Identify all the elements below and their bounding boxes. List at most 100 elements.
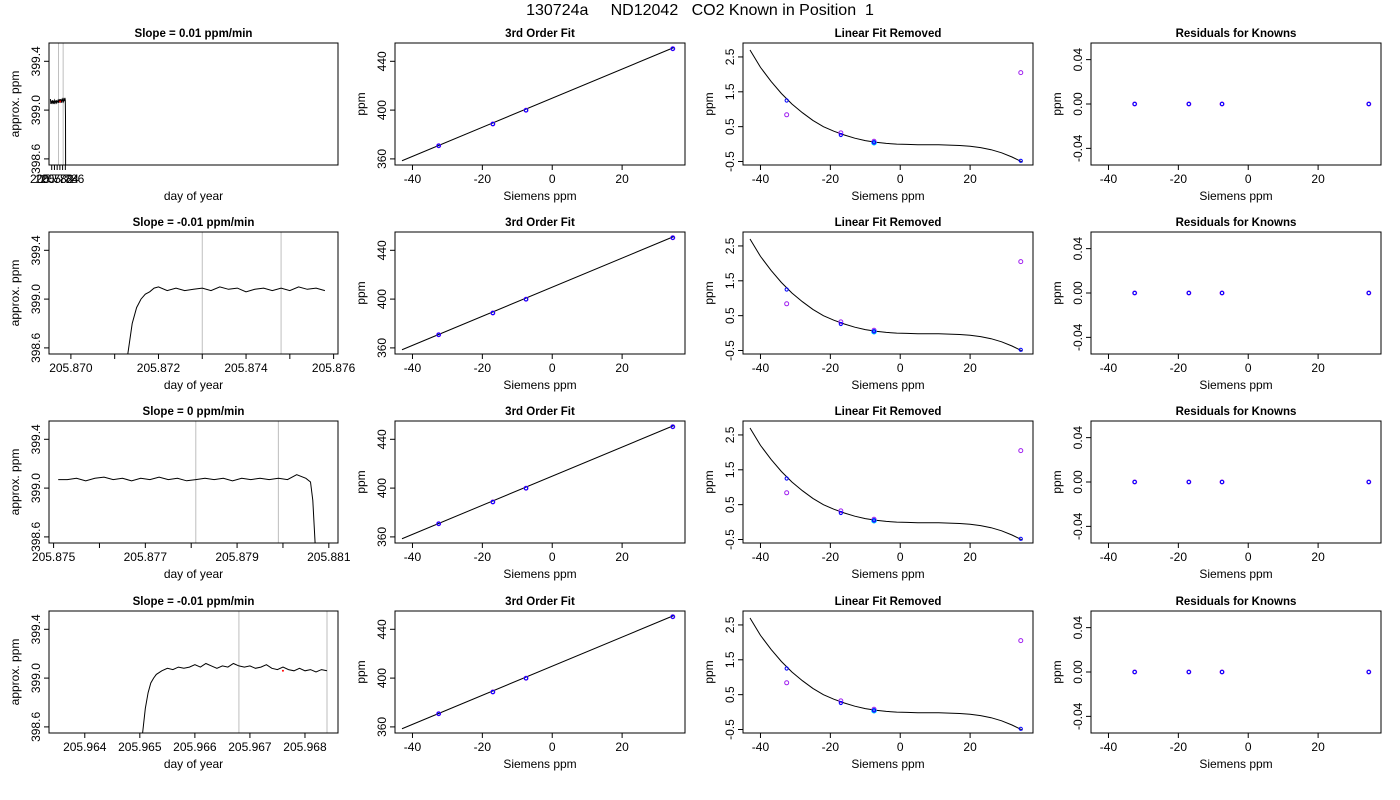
y-tick-label: 0.5 [723, 496, 737, 513]
y-tick-label: 1.5 [723, 651, 737, 668]
known-point [838, 321, 843, 327]
panel-fit-row-0: 3rd Order Fit -40 -20 0 20 360 400 440 Siemens p… [354, 28, 686, 203]
panel-fit-row-1: 3rd Order Fit -40 -20 0 20 360 400 440 Siemens p… [354, 217, 686, 392]
plot-area [58, 421, 316, 543]
y-tick-label: -0.04 [1071, 512, 1085, 540]
y-axis-label: ppm [702, 92, 716, 115]
plot-frame [48, 420, 339, 544]
y-tick-label: 2.5 [723, 48, 737, 65]
reference-point [838, 319, 844, 325]
fit-line [401, 614, 675, 730]
y-tick-label: 0.04 [1071, 237, 1085, 261]
x-axis-label: Siemens ppm [851, 757, 924, 771]
x-tick-label: 0 [1245, 550, 1252, 564]
panel-fit-row-2: 3rd Order Fit -40 -20 0 20 360 400 440 Siemens p… [354, 406, 686, 581]
y-tick-label: 0.5 [723, 118, 737, 135]
known-point [490, 121, 495, 127]
panel-title: Linear Fit Removed [835, 28, 942, 40]
x-tick-label: 0 [1245, 172, 1252, 186]
y-tick-label: 399.0 [29, 663, 43, 693]
reference-point [1018, 259, 1024, 265]
x-tick-label: 0 [897, 361, 904, 375]
x-tick-label: -20 [1170, 550, 1188, 564]
data-trace [127, 286, 326, 354]
known-point [436, 521, 441, 526]
y-tick-label: 2.5 [723, 237, 737, 254]
y-tick-label: 398.6 [29, 712, 43, 742]
known-point [523, 297, 529, 302]
plot-area [749, 617, 1024, 731]
y-tick-label: -0.5 [723, 340, 737, 361]
panel-time-row-0: Slope = 0.01 ppm/min 205.782205.784205.78… [8, 28, 339, 203]
plot-area [127, 232, 326, 354]
known-point [436, 143, 441, 148]
known-point [523, 676, 529, 681]
x-axis-label: Siemens ppm [1199, 757, 1272, 771]
y-tick-label: 0.5 [723, 307, 737, 324]
x-tick-label: -20 [822, 550, 840, 564]
known-point [1132, 101, 1137, 107]
x-tick-label: 20 [1311, 550, 1325, 564]
y-axis-label: ppm [702, 281, 716, 304]
y-tick-label: -0.5 [723, 719, 737, 740]
panel-title: Linear Fit Removed [835, 217, 942, 229]
plot-frame [742, 231, 1034, 355]
fit-curve [749, 49, 1023, 163]
x-tick-label: -40 [1100, 361, 1118, 375]
plot-area [49, 43, 67, 165]
x-tick-label: -20 [1170, 361, 1188, 375]
data-trace [49, 97, 67, 165]
reference-point [871, 327, 877, 333]
known-point [1219, 669, 1225, 675]
known-point [871, 329, 877, 334]
known-point [871, 708, 877, 713]
x-axis-label: day of year [164, 189, 223, 203]
plot-frame [394, 231, 686, 355]
x-axis-label: Siemens ppm [503, 567, 576, 581]
y-tick-label: -0.5 [723, 529, 737, 550]
reference-point [871, 706, 877, 712]
y-axis-label: ppm [354, 92, 368, 115]
y-tick-label: 440 [375, 619, 389, 639]
panel-residuals-row-0: Residuals for Knowns -40 -20 0 20 -0.04 0.00 0.… [1050, 28, 1382, 203]
y-tick-label: 399.4 [29, 235, 43, 265]
plot-area [1132, 479, 1372, 485]
y-tick-label: 398.6 [29, 333, 43, 363]
panel-title: Residuals for Knowns [1176, 406, 1297, 418]
plot-area [401, 46, 676, 162]
plot-frame [48, 42, 339, 166]
x-tick-label: 205.877 [124, 550, 168, 564]
known-point [1366, 101, 1371, 107]
y-tick-label: 360 [375, 717, 389, 737]
y-tick-label: 0.04 [1071, 426, 1085, 450]
panel-title: Slope = -0.01 ppm/min [133, 217, 255, 229]
known-point [784, 666, 789, 671]
y-tick-label: 0.04 [1071, 616, 1085, 640]
known-point [436, 332, 441, 337]
y-tick-label: 400 [375, 100, 389, 120]
x-tick-label: -40 [1100, 740, 1118, 754]
plot-area [401, 424, 676, 540]
x-tick-label: 20 [963, 361, 977, 375]
y-tick-label: 440 [375, 240, 389, 260]
fit-line [401, 424, 675, 540]
x-tick-label: 205.874 [224, 361, 268, 375]
plot-area [1132, 101, 1372, 107]
panel-title: Residuals for Knowns [1176, 596, 1297, 608]
reference-point [1018, 70, 1024, 76]
known-point [490, 499, 495, 505]
y-axis-label: ppm [354, 470, 368, 493]
y-tick-label: 400 [375, 478, 389, 498]
known-point [1186, 669, 1191, 675]
fit-line [401, 46, 675, 162]
data-trace [142, 662, 328, 733]
x-axis-label: Siemens ppm [851, 189, 924, 203]
x-axis-label: Siemens ppm [851, 378, 924, 392]
reference-point [784, 112, 790, 118]
known-point [1366, 479, 1371, 485]
plot-area [401, 614, 676, 730]
known-point [1018, 726, 1023, 731]
known-point [490, 689, 495, 695]
x-tick-label: 205.967 [228, 740, 272, 754]
x-tick-label: 20 [963, 172, 977, 186]
